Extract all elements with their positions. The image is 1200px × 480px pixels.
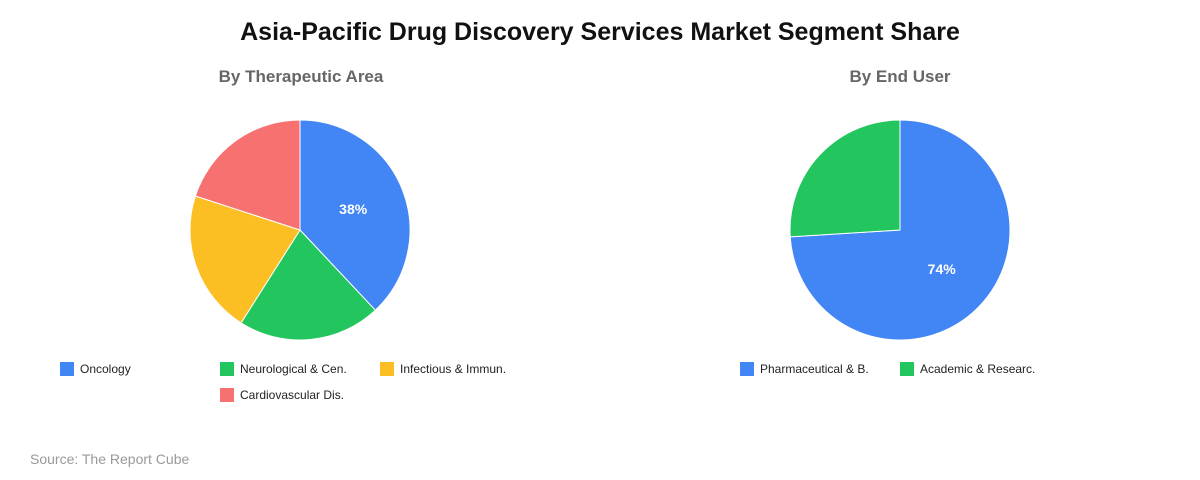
legend-label: Pharmaceutical & B. [760, 362, 869, 376]
legend-label: Neurological & Cen. [240, 362, 347, 376]
slice-percent-label: 74% [928, 261, 957, 277]
pie-slice-neurological-cen [240, 229, 377, 341]
legend-swatch [900, 362, 914, 376]
source-note: Source: The Report Cube [30, 451, 190, 467]
legend-label: Oncology [80, 362, 131, 376]
legend-swatch [220, 362, 234, 376]
pie-slice-infectious-immun [189, 195, 301, 324]
legend-therapeutic-area: Oncology Neurological & Cen. Infectious & … [60, 361, 600, 411]
legend-label: Infectious & Immun. [400, 362, 507, 376]
legend-swatch [740, 362, 754, 376]
pie-title-therapeutic-area: By Therapeutic Area [218, 67, 384, 86]
slice-percent-label: 38% [339, 201, 368, 217]
legend-label: Academic & Researc. [920, 362, 1036, 376]
legend-label: Cardiovascular Dis. [240, 388, 345, 402]
pie-slice-academic-researc [789, 119, 901, 238]
chart-title: Asia-Pacific Drug Discovery Services Mar… [240, 18, 960, 46]
legend-end-user: Pharmaceutical & B. Academic & Researc. [740, 361, 1200, 411]
pie-chart-therapeutic-area: 38% [189, 119, 411, 341]
legend-swatch [220, 388, 234, 402]
pie-slice-cardiovascular-dis [194, 119, 301, 231]
legend-swatch [380, 362, 394, 376]
legend-swatch [60, 362, 74, 376]
pie-chart-end-user: 74% [789, 119, 1011, 341]
pie-title-end-user: By End User [849, 67, 951, 86]
pie-slice-oncology [299, 119, 411, 311]
